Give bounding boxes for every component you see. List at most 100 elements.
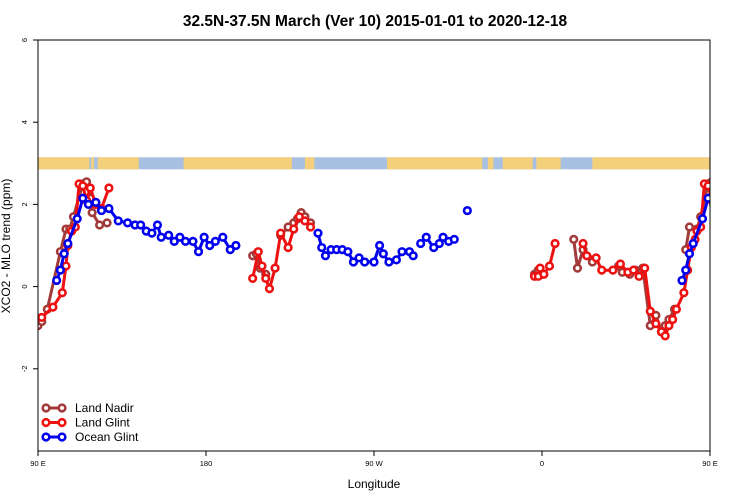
land-glint-point	[645, 306, 655, 316]
y-tick-label: 6	[20, 38, 29, 42]
land-glint-point	[634, 271, 644, 281]
x-tick-label: 180	[200, 459, 213, 468]
land-segment	[487, 157, 494, 170]
land-glint-point	[535, 263, 545, 273]
land-glint-point	[38, 312, 47, 323]
land-glint-point	[703, 181, 710, 191]
legend-swatch-marker	[41, 432, 51, 442]
ocean-glint-point	[175, 232, 185, 242]
land-glint-point	[550, 238, 560, 249]
y-tick-label: 0	[20, 285, 29, 289]
land-glint-point	[640, 263, 650, 273]
ocean-glint-point	[317, 242, 327, 253]
x-tick-label: 90 W	[365, 459, 383, 468]
ocean-glint-point	[210, 236, 220, 246]
ocean-glint-point	[434, 238, 444, 249]
land-glint-point	[104, 183, 114, 193]
land-glint-point	[261, 273, 271, 283]
series-layer	[38, 177, 710, 341]
ocean-glint-point	[164, 230, 174, 240]
ocean-glint-point	[391, 255, 402, 265]
ocean-glint-point	[348, 257, 359, 267]
legend-item-land-glint: Land Glint	[41, 416, 130, 430]
legend-swatch-marker	[57, 432, 67, 442]
ocean-glint-point	[313, 228, 323, 238]
land-glint-point	[264, 284, 275, 294]
ocean-glint-point	[343, 247, 353, 257]
chart-title: 32.5N-37.5N March (Ver 10) 2015-01-01 to…	[183, 13, 568, 30]
land-glint-point	[276, 228, 286, 238]
ocean-glint-point	[688, 238, 698, 249]
land-segment	[387, 157, 483, 170]
ocean-glint-point	[218, 232, 228, 242]
land-nadir-point	[569, 234, 579, 244]
ocean-glint-point	[91, 197, 101, 207]
land-glint-point	[544, 261, 555, 271]
x-tick-label: 90 E	[702, 459, 717, 468]
ocean-glint-point	[320, 251, 331, 261]
land-glint-point	[578, 238, 588, 249]
land-glint-point	[539, 269, 549, 279]
ocean-glint-point	[136, 220, 146, 230]
land-nadir-point	[684, 222, 695, 232]
ocean-glint-point	[193, 247, 204, 257]
ocean-glint-point	[96, 205, 107, 216]
land-glint-point	[628, 265, 639, 275]
legend-label: Land Nadir	[75, 401, 134, 415]
land-segment	[183, 157, 292, 170]
ocean-glint-point	[449, 234, 459, 244]
ocean-glint-point	[55, 265, 66, 275]
ocean-glint-point	[188, 236, 198, 246]
land-glint-point	[289, 224, 299, 234]
x-axis-label: Longitude	[348, 477, 401, 491]
land-glint-point	[664, 321, 674, 331]
ocean-glint-point	[354, 253, 364, 263]
land-glint-point	[48, 302, 58, 312]
land-glint-point	[300, 216, 310, 226]
land-nadir-point	[102, 218, 112, 228]
land-segment	[536, 157, 561, 170]
ocean-glint-point	[438, 232, 448, 242]
ocean-glint-point	[113, 216, 123, 226]
ocean-glint-point	[104, 203, 114, 214]
ocean-glint-point	[59, 249, 69, 259]
land-glint-point	[78, 181, 88, 191]
ocean-glint-point	[78, 193, 88, 203]
land-glint-point	[270, 263, 280, 273]
land-glint-point	[305, 222, 316, 232]
land-ocean-mask	[38, 157, 710, 170]
ocean-glint-point	[681, 265, 691, 275]
ocean-glint-point	[199, 232, 209, 242]
ocean-glint-point	[360, 257, 370, 267]
legend-swatch-marker	[57, 403, 67, 413]
land-glint-point	[257, 261, 267, 271]
land-segment	[91, 157, 94, 170]
land-glint-point	[57, 288, 67, 298]
ocean-glint-point	[63, 238, 73, 249]
ocean-glint-point	[152, 220, 163, 230]
ocean-glint-point	[156, 232, 166, 242]
ocean-glint-point	[52, 275, 62, 286]
ocean-glint-point	[378, 249, 388, 259]
land-glint-point	[283, 242, 293, 253]
land-glint-point	[615, 259, 626, 269]
ocean-glint-point	[677, 275, 687, 286]
legend-label: Ocean Glint	[75, 430, 139, 444]
ocean-glint-point	[375, 240, 385, 251]
y-tick-label: -2	[20, 365, 29, 372]
legend-swatch-marker	[41, 403, 51, 413]
land-nadir-point	[94, 220, 105, 230]
ocean-glint-point	[703, 193, 710, 203]
ocean-glint-point	[180, 236, 191, 246]
land-glint-point	[671, 304, 682, 314]
ocean-glint-point	[169, 236, 179, 246]
ocean-glint-point	[225, 245, 235, 255]
legend-swatch-marker	[57, 417, 67, 428]
ocean-glint-point	[369, 257, 379, 267]
land-segment	[304, 157, 315, 170]
ocean-glint-point	[205, 240, 215, 251]
land-segment	[502, 157, 533, 170]
ocean-glint-point	[147, 228, 157, 238]
land-glint-point	[660, 331, 670, 341]
